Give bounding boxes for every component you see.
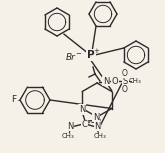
Text: +: + [93, 48, 99, 54]
Text: N: N [94, 122, 100, 131]
Text: N: N [93, 112, 99, 121]
Text: Br: Br [66, 52, 76, 62]
Text: CH₃: CH₃ [129, 78, 141, 84]
Text: P: P [87, 50, 95, 60]
Text: O: O [122, 69, 128, 78]
Text: C: C [81, 120, 87, 129]
Text: CH₃: CH₃ [62, 132, 75, 138]
Text: −: − [75, 51, 81, 57]
Text: N: N [67, 122, 73, 131]
Text: F: F [11, 95, 16, 104]
Text: S: S [122, 76, 128, 86]
Text: CH₃: CH₃ [94, 132, 107, 138]
Text: O: O [112, 76, 118, 86]
Text: O: O [122, 84, 128, 93]
Text: N: N [79, 105, 85, 114]
Text: N: N [103, 76, 109, 86]
